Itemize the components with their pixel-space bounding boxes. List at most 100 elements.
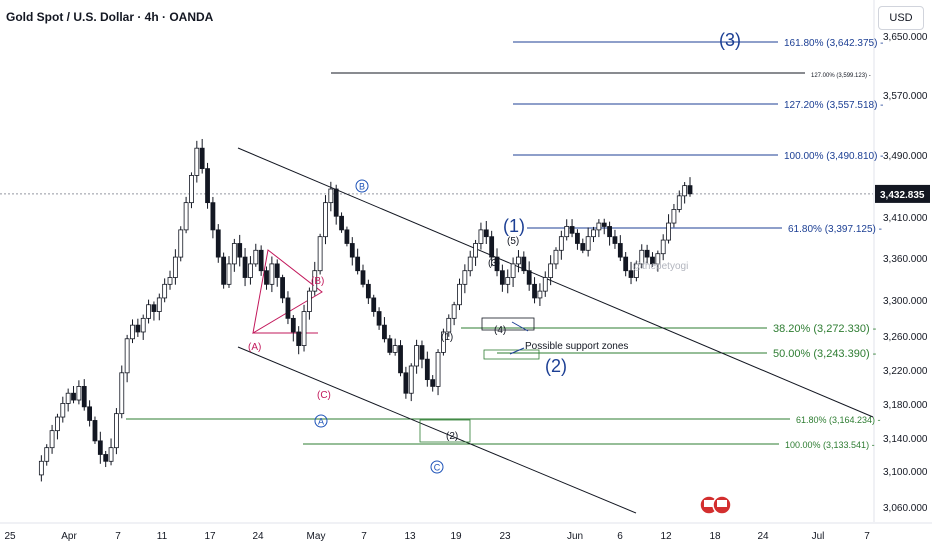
candle-body (398, 345, 403, 374)
x-tick-label: 18 (709, 531, 721, 542)
candle-body (660, 239, 666, 255)
candle-body (628, 270, 634, 278)
us-flag-icon-stripe (717, 500, 727, 507)
candle-body (601, 222, 607, 227)
fib-level-label: 38.20% (3,272.330) - (773, 323, 877, 335)
candle-body (323, 202, 328, 238)
candle-body (44, 447, 50, 462)
wave-label-1-major: (1) (503, 216, 525, 236)
candle-body (248, 263, 253, 278)
candle-body (376, 311, 382, 326)
candle-body (38, 460, 44, 476)
candle-body (60, 403, 66, 418)
wave-circle (314, 414, 328, 428)
y-tick-label: 3,100.000 (883, 467, 928, 478)
candle-body (258, 249, 264, 272)
candle-body (430, 379, 436, 387)
wave-circle (430, 460, 444, 474)
y-tick-label: 3,650.000 (883, 32, 928, 43)
candle-body (205, 168, 210, 204)
wave-circle-label: C (434, 463, 441, 473)
x-tick-label: 13 (404, 531, 416, 542)
candle-body (371, 297, 377, 312)
candle-body (172, 256, 178, 278)
candle-body (135, 324, 141, 333)
candle-body (349, 243, 355, 258)
candle-body (221, 256, 227, 285)
candle-body (526, 270, 532, 285)
candle-body (633, 263, 639, 278)
candle-body (548, 263, 554, 278)
fib-level-label: 127.00% (3,599.123) - (811, 73, 871, 79)
candle-body (558, 236, 564, 251)
wave-circle-label: A (318, 417, 324, 427)
candle-body (446, 317, 452, 333)
x-tick-label: May (307, 531, 326, 542)
candle-body (483, 229, 489, 238)
x-tick-label: 23 (499, 531, 511, 542)
y-tick-label: 3,300.000 (883, 296, 928, 307)
candle-body (189, 175, 194, 204)
candle-body (382, 324, 387, 340)
fib-level-label: 50.00% (3,243.390) - (773, 348, 877, 360)
candle-body (226, 263, 232, 285)
support-arrow (509, 347, 525, 355)
y-tick-label: 3,360.000 (883, 254, 928, 265)
currency-button[interactable]: USD (878, 6, 924, 30)
support-zone-box (483, 349, 540, 360)
candle-body (108, 447, 114, 462)
wave-label-5-minor: (5) (507, 236, 519, 247)
y-tick-label: 3,570.000 (883, 91, 928, 102)
candle-body (237, 243, 243, 258)
wave-label-c-corrective: (C) (317, 390, 331, 401)
candle-body (499, 270, 505, 285)
last-price-label: 3,432.835 (880, 190, 925, 201)
candle-body (183, 202, 189, 231)
candle-body (280, 277, 285, 299)
support-zone-box (419, 419, 471, 443)
fib-level-label: 100.00% (3,490.810) - (784, 151, 884, 162)
candle-body (505, 277, 511, 285)
candle-body (585, 236, 591, 251)
wave-circle-label: B (359, 182, 365, 192)
candle-body (408, 365, 414, 394)
candle-body (607, 226, 612, 238)
fib-level-label: 61.80% (3,164.234) - (796, 415, 881, 425)
candle-body (441, 331, 446, 353)
candle-body (387, 338, 393, 353)
candle-body (71, 392, 76, 401)
candle-body (306, 290, 312, 312)
candle-body (676, 195, 682, 210)
candle-body (339, 215, 344, 231)
candle-body (451, 304, 457, 319)
candle-body (242, 256, 248, 278)
candle-body (365, 283, 371, 299)
candle-body (65, 392, 71, 404)
x-tick-label: 7 (115, 531, 121, 542)
candle-body (81, 386, 87, 408)
x-tick-label: 11 (157, 531, 168, 542)
candle-body (494, 256, 500, 272)
candle-body (87, 406, 93, 421)
candle-body (473, 243, 478, 258)
candle-body (623, 256, 629, 272)
candle-body (521, 256, 527, 272)
y-tick-label: 3,490.000 (883, 151, 928, 162)
candle-body (564, 226, 570, 238)
candle-body (290, 317, 296, 333)
candle-body (156, 297, 162, 312)
candle-body (355, 256, 361, 272)
candle-body (419, 345, 425, 360)
candle-body (92, 420, 98, 442)
candle-body (55, 416, 60, 432)
candle-body (435, 351, 441, 387)
x-tick-label: 25 (4, 531, 16, 542)
x-tick-label: Jun (567, 531, 583, 542)
fib-level-label: 161.80% (3,642.375) - (784, 38, 884, 49)
wave-label-1-minor: (1) (441, 332, 453, 343)
candle-body (596, 222, 602, 231)
candle-body (575, 232, 580, 244)
candle-body (215, 229, 221, 258)
us-flag-icon-stripe (704, 500, 714, 507)
